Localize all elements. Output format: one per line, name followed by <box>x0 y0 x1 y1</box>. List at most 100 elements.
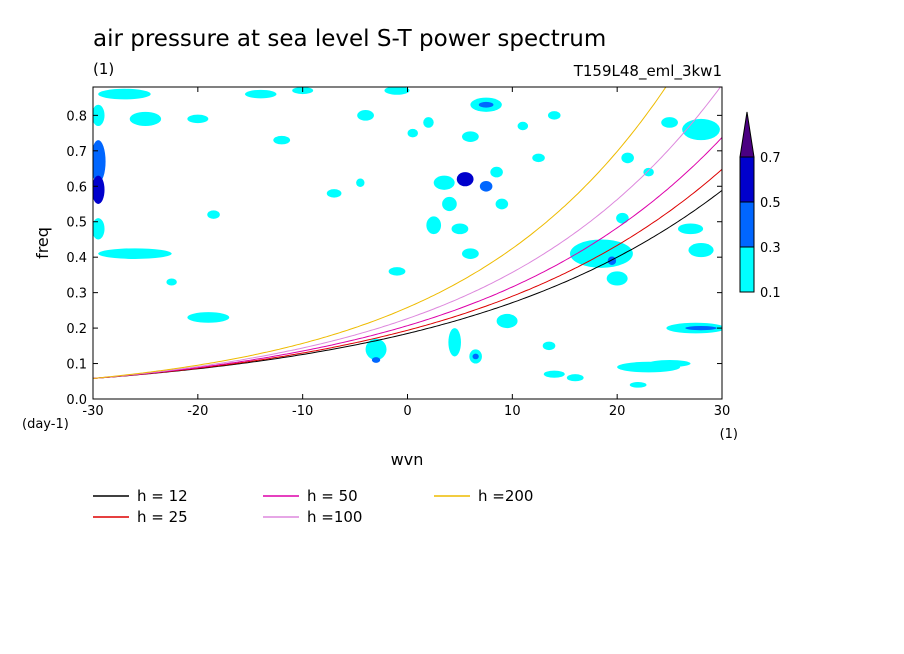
contour-patch <box>448 328 461 357</box>
curve-h-100 <box>93 87 722 379</box>
contour-patch <box>547 111 561 120</box>
x-tick-label: 20 <box>609 404 626 419</box>
contour-patch <box>607 256 617 265</box>
colorbar-arrow <box>739 111 755 158</box>
legend-label: h =200 <box>478 487 533 505</box>
contour-patch <box>543 370 565 378</box>
colorbar-label: 0.5 <box>760 196 781 211</box>
contour-patch <box>451 223 469 235</box>
x-tick-label: 0 <box>403 404 411 419</box>
contour-patch <box>356 178 365 187</box>
contour-patch <box>433 175 455 190</box>
contour-patch <box>423 117 434 128</box>
x-tick-label: 10 <box>504 404 521 419</box>
y-unit-label: (day-1) <box>22 417 69 432</box>
contour-patch <box>479 180 493 192</box>
x-axis-label: wvn <box>391 450 424 469</box>
x-tick-label: -10 <box>292 404 313 419</box>
contour-patch <box>93 218 105 240</box>
contour-patch <box>472 353 479 360</box>
contour-patch <box>616 212 629 224</box>
contour-patch <box>629 381 647 388</box>
contour-patch <box>129 111 162 126</box>
chart-subtitle-left: (1) <box>93 60 114 78</box>
contour-patch <box>326 189 342 198</box>
contour-patch <box>371 357 381 363</box>
contour-patch <box>542 341 556 351</box>
contour-patch <box>495 198 509 210</box>
contour-patch <box>532 153 545 163</box>
colorbar-box <box>739 156 755 203</box>
x-tick-label: 30 <box>714 404 731 419</box>
curve-h-50 <box>93 137 722 379</box>
contour-patch <box>245 89 277 99</box>
y-tick-label: 0.7 <box>66 145 87 160</box>
contour-patch <box>207 210 220 219</box>
contour-patch <box>426 216 442 235</box>
dispersion-curves <box>93 87 722 379</box>
y-tick-label: 0.0 <box>66 393 87 408</box>
legend-label: h = 25 <box>137 508 188 526</box>
x-tick-label: -30 <box>82 404 103 419</box>
contour-patch <box>98 88 151 100</box>
y-tick-label: 0.6 <box>66 180 87 195</box>
contour-patch <box>661 117 678 128</box>
legend-label: h = 50 <box>307 487 358 505</box>
contour-patch <box>462 131 479 142</box>
chart-title: air pressure at sea level S-T power spec… <box>93 26 606 52</box>
colorbar-label: 0.7 <box>760 151 781 166</box>
contour-patch <box>187 312 230 323</box>
contour-patch <box>166 278 177 286</box>
colorbar-box <box>739 201 755 248</box>
contour-patch <box>682 118 720 141</box>
contour-patch <box>384 87 410 95</box>
contour-patch <box>407 128 418 138</box>
axis-ticks: -30 -20 -10 0 10 20 30 0.0 0.1 0.2 0.3 0.4 0.5 0.6 0.7… <box>66 87 730 419</box>
chart-subtitle-right: T159L48_eml_3kw1 <box>573 62 722 81</box>
legend-label: h = 12 <box>137 487 188 505</box>
contour-patch <box>365 338 387 361</box>
contour-patch <box>456 172 474 187</box>
contour-patch <box>93 175 105 204</box>
legend-label: h =100 <box>307 508 362 526</box>
contour-patch <box>496 313 518 329</box>
curve-h-25 <box>93 168 722 379</box>
contour-patch <box>569 239 633 268</box>
contour-patch <box>478 101 494 108</box>
contour-patch <box>490 166 503 178</box>
contour-patch <box>677 223 704 235</box>
colorbar-label: 0.1 <box>760 286 781 301</box>
y-tick-label: 0.4 <box>66 251 87 266</box>
curve-h-200 <box>93 87 667 379</box>
contour-patch <box>273 135 291 145</box>
y-tick-label: 0.2 <box>66 322 87 337</box>
x-tick-label: -20 <box>187 404 208 419</box>
contour-patch <box>606 271 628 286</box>
y-tick-label: 0.5 <box>66 216 87 231</box>
contour-patch <box>357 110 374 121</box>
plot-frame <box>92 86 723 400</box>
y-tick-label: 0.1 <box>66 358 87 373</box>
colorbar-box <box>739 246 755 293</box>
contour-patch <box>688 243 714 258</box>
y-tick-label: 0.3 <box>66 287 87 302</box>
contour-patch <box>462 248 479 259</box>
contour-field <box>93 87 722 388</box>
contour-patch <box>187 114 209 124</box>
y-axis-label: freq <box>33 227 52 259</box>
contour-patch <box>621 152 634 164</box>
colorbar-label: 0.3 <box>760 241 781 256</box>
contour-patch <box>648 360 691 368</box>
contour-patch <box>93 104 105 126</box>
contour-patch <box>566 374 584 382</box>
contour-patch <box>643 167 654 177</box>
y-tick-label: 0.8 <box>66 109 87 124</box>
contour-patch <box>685 325 717 331</box>
contour-patch <box>388 267 406 276</box>
colorbar: 0.1 0.3 0.5 0.7 <box>739 111 781 301</box>
x-unit-label: (1) <box>720 427 738 442</box>
legend: h = 12 h = 25 h = 50 h =100 h =200 <box>93 487 533 526</box>
contour-patch <box>442 196 457 212</box>
contour-patch <box>98 248 172 259</box>
